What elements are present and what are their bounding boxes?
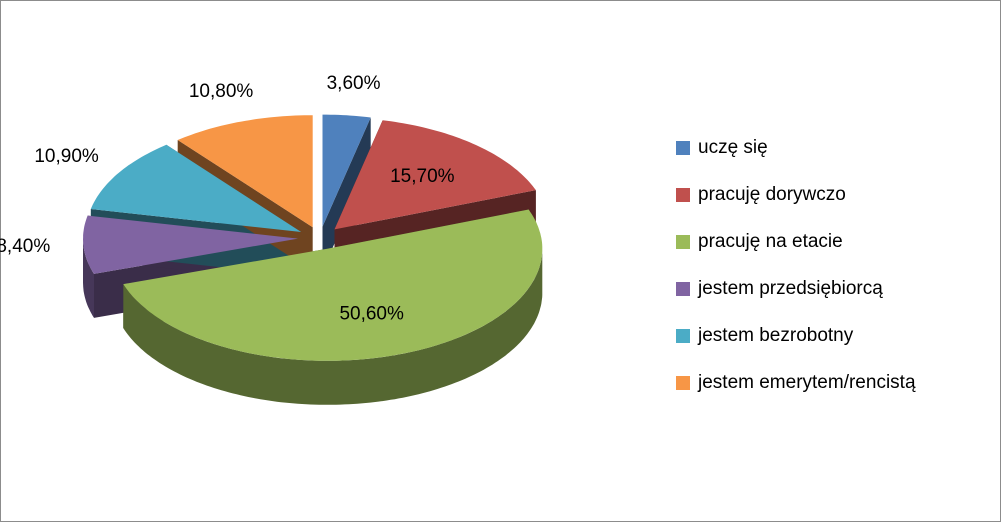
slice-outer-wall [83, 238, 94, 318]
data-label: 10,90% [34, 146, 99, 167]
slice-outer-wall [123, 248, 543, 405]
data-label: 15,70% [390, 166, 455, 187]
data-labels: 3,60% 15,70% 50,60% 8,40% 10,90% 10,80% [0, 73, 455, 324]
legend-label: jestem bezrobotny [697, 325, 854, 346]
data-label: 50,60% [339, 303, 404, 324]
legend: uczę się pracuję dorywczo pracuję na etaci… [676, 137, 916, 393]
pie-tops [83, 114, 543, 361]
slice [83, 215, 298, 274]
slice [334, 120, 536, 230]
legend-label: pracuję na etacie [698, 231, 843, 252]
slice [123, 209, 543, 361]
legend-swatch [676, 282, 690, 296]
data-label: 8,40% [0, 236, 50, 257]
legend-label: uczę się [698, 137, 768, 158]
legend-label: jestem emerytem/rencistą [697, 372, 916, 393]
legend-swatch [676, 188, 690, 202]
slice [322, 114, 371, 227]
legend-swatch [676, 141, 690, 155]
slice [177, 115, 313, 228]
legend-swatch [676, 376, 690, 390]
legend-swatch [676, 329, 690, 343]
slice [90, 144, 302, 232]
data-label: 3,60% [327, 73, 381, 94]
legend-label: pracuję dorywczo [698, 184, 846, 205]
legend-label: jestem przedsiębiorcą [697, 278, 883, 299]
legend-swatch [676, 235, 690, 249]
data-label: 10,80% [189, 81, 254, 102]
